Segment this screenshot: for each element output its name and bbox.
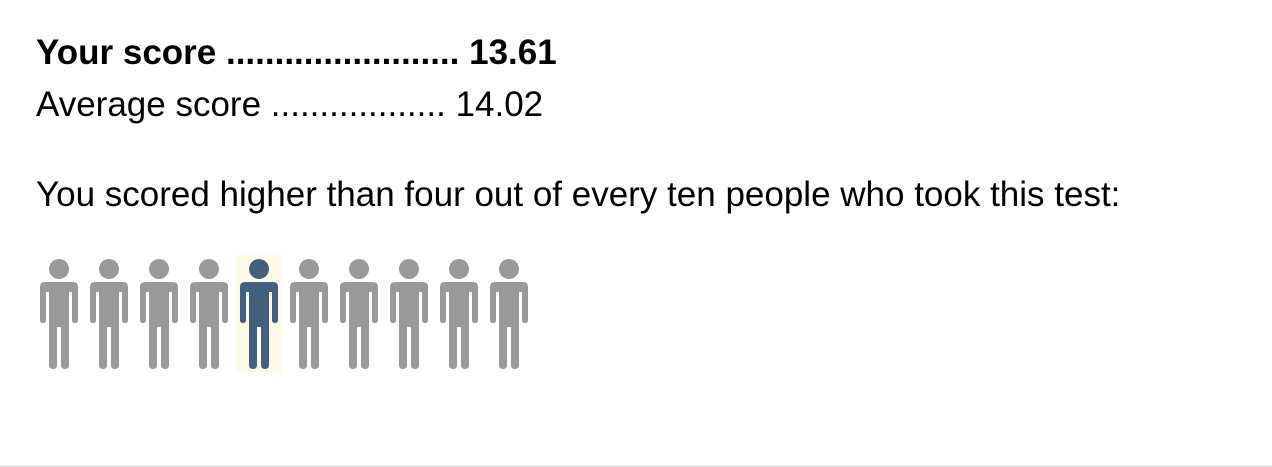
your-score-dots: ........................ — [225, 33, 460, 72]
average-score-label: Average score — [36, 85, 262, 124]
person-icon — [36, 255, 82, 373]
person-icon — [286, 255, 332, 373]
person-icon — [486, 255, 532, 373]
person-icon — [136, 255, 182, 373]
person-icon — [186, 255, 232, 373]
your-score-value: 13.61 — [469, 33, 557, 72]
your-score-line: Your score ........................ 13.6… — [36, 33, 557, 73]
person-icon — [336, 255, 382, 373]
divider — [0, 465, 1272, 467]
average-score-dots: .................. — [270, 85, 446, 124]
average-score-value: 14.02 — [455, 85, 544, 124]
percentile-summary: You scored higher than four out of every… — [36, 175, 1121, 214]
person-icon — [236, 255, 282, 373]
average-score-line: Average score .................. 14.02 — [36, 85, 543, 125]
person-icon — [386, 255, 432, 373]
person-icon — [86, 255, 132, 373]
your-score-label: Your score — [36, 33, 217, 72]
person-icon — [436, 255, 482, 373]
